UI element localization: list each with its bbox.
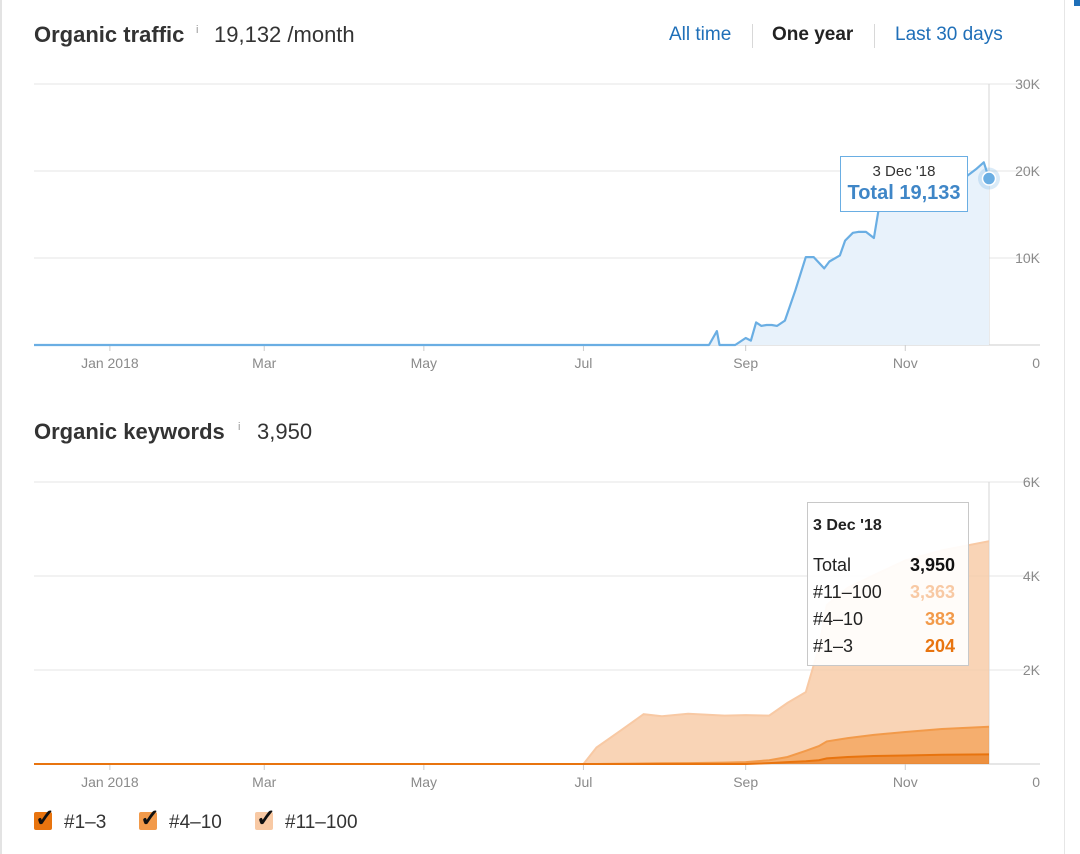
y-tick-label: 2K (1023, 662, 1041, 678)
range-one-year[interactable]: One year (772, 24, 854, 45)
y-tick-label: 0 (1032, 774, 1040, 790)
scroll-indicator (1074, 0, 1080, 6)
tooltip-row-label: #4–10 (813, 609, 864, 629)
range-all-time[interactable]: All time (669, 24, 732, 45)
legend-label: #4–10 (169, 812, 222, 833)
x-tick-label: Jan 2018 (81, 774, 139, 790)
traffic-point (981, 171, 997, 186)
legend-label: #11–100 (285, 812, 358, 833)
y-tick-label: 10K (1015, 250, 1041, 266)
tooltip-row-label: Total (813, 555, 852, 575)
y-tick-label: 30K (1015, 76, 1041, 92)
x-tick-label: Sep (733, 774, 758, 790)
keywords-tooltip-date: 3 Dec '18 (813, 517, 882, 534)
x-tick-label: May (411, 774, 437, 790)
range-divider (874, 24, 875, 48)
tooltip-row-label: #11–100 (813, 582, 882, 602)
x-tick-label: May (411, 355, 437, 371)
x-tick-label: Nov (893, 774, 918, 790)
x-tick-label: Sep (733, 355, 758, 371)
info-icon[interactable]: i (238, 421, 241, 433)
y-tick-label: 20K (1015, 163, 1041, 179)
traffic-tooltip-total: Total 19,133 (841, 182, 967, 205)
x-tick-label: Nov (893, 355, 918, 371)
tooltip-row-value: 383 (924, 609, 955, 629)
traffic-value: 19,132 /month (214, 22, 355, 47)
panel-right-border (1064, 0, 1065, 854)
x-tick-label: Jul (574, 355, 592, 371)
x-tick-label: Jan 2018 (81, 355, 139, 371)
y-tick-label: 6K (1023, 474, 1041, 490)
tooltip-row-value: 3,950 (909, 555, 955, 575)
traffic-area (34, 162, 989, 345)
checkmark-icon: ✓ (256, 805, 277, 832)
traffic-tooltip-total-label: Total (847, 182, 894, 204)
traffic-chart: 0 10K 20K 30K Jan 2018 Mar May Jul Sep Nov (34, 76, 1041, 371)
x-tick-label: Mar (252, 774, 276, 790)
range-last-30-days[interactable]: Last 30 days (895, 24, 1003, 45)
keywords-tooltip: 3 Dec '18 Total 3,950 #11–100 3,363 #4–1… (807, 502, 969, 666)
keywords-tooltip-row: Total 3,950 (813, 555, 955, 579)
tooltip-row-label: #1–3 (813, 636, 854, 656)
legend-checkbox[interactable] (34, 812, 52, 830)
keywords-tooltip-row: #1–3 204 (813, 636, 955, 660)
legend-label: #1–3 (64, 812, 107, 833)
tooltip-row-value: 3,363 (909, 582, 955, 602)
keywords-area-edge (34, 753, 990, 765)
y-tick-label: 4K (1023, 568, 1041, 584)
x-tick-label: Jul (574, 774, 592, 790)
checkmark-icon: ✓ (35, 805, 56, 832)
traffic-tooltip: 3 Dec '18 Total 19,133 (840, 156, 968, 212)
legend-checkbox[interactable] (139, 812, 157, 830)
keywords-tooltip-row: #11–100 3,363 (813, 582, 955, 606)
keywords-chart: 0 2K 4K 6K Jan 2018 Mar May Jul Sep Nov (34, 474, 1041, 790)
info-icon[interactable]: i (196, 24, 199, 36)
keywords-title: Organic keywords (34, 419, 225, 444)
traffic-title: Organic traffic (34, 22, 185, 47)
traffic-tooltip-total-value: 19,133 (899, 182, 961, 204)
legend-checkbox[interactable] (255, 812, 273, 830)
keywords-tooltip-row: #4–10 383 (813, 609, 955, 633)
panel-left-border (0, 0, 2, 854)
keywords-area-layer (34, 754, 989, 764)
checkmark-icon: ✓ (140, 805, 161, 832)
y-tick-label: 0 (1032, 355, 1040, 371)
keywords-value: 3,950 (257, 419, 313, 444)
tooltip-row-value: 204 (924, 636, 955, 656)
range-divider (752, 24, 753, 48)
x-tick-label: Mar (252, 355, 276, 371)
traffic-tooltip-date: 3 Dec '18 (872, 163, 936, 180)
